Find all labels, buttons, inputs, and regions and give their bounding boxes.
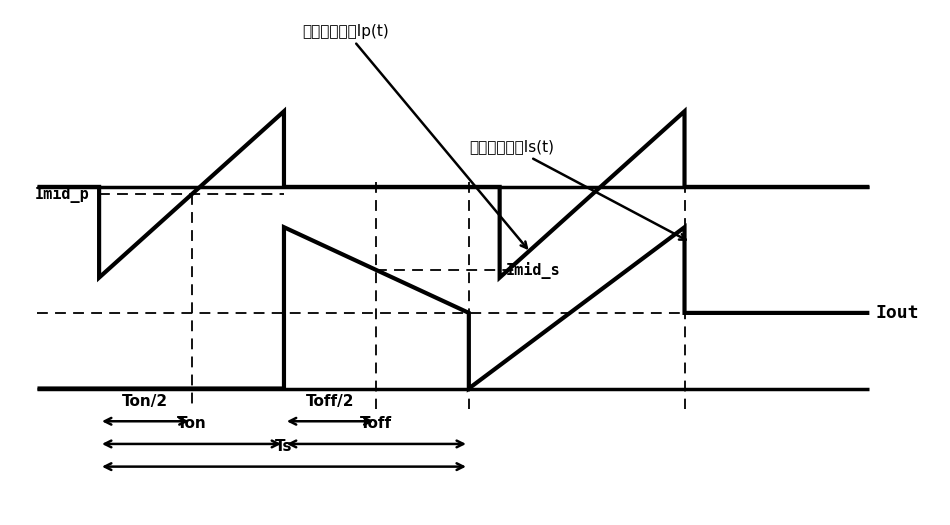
Text: Imid_s: Imid_s bbox=[505, 261, 560, 279]
Text: 原边电感电流Ip(t): 原边电感电流Ip(t) bbox=[302, 24, 527, 248]
Text: Ton: Ton bbox=[177, 416, 206, 432]
Text: Toff: Toff bbox=[360, 416, 392, 432]
Text: Ton/2: Ton/2 bbox=[123, 394, 168, 408]
Text: Toff/2: Toff/2 bbox=[306, 394, 354, 408]
Text: Iout: Iout bbox=[876, 304, 919, 322]
Text: Ts: Ts bbox=[276, 439, 293, 454]
Text: Imid_p: Imid_p bbox=[35, 186, 90, 203]
Text: 副边电感电流Is(t): 副边电感电流Is(t) bbox=[469, 140, 686, 240]
